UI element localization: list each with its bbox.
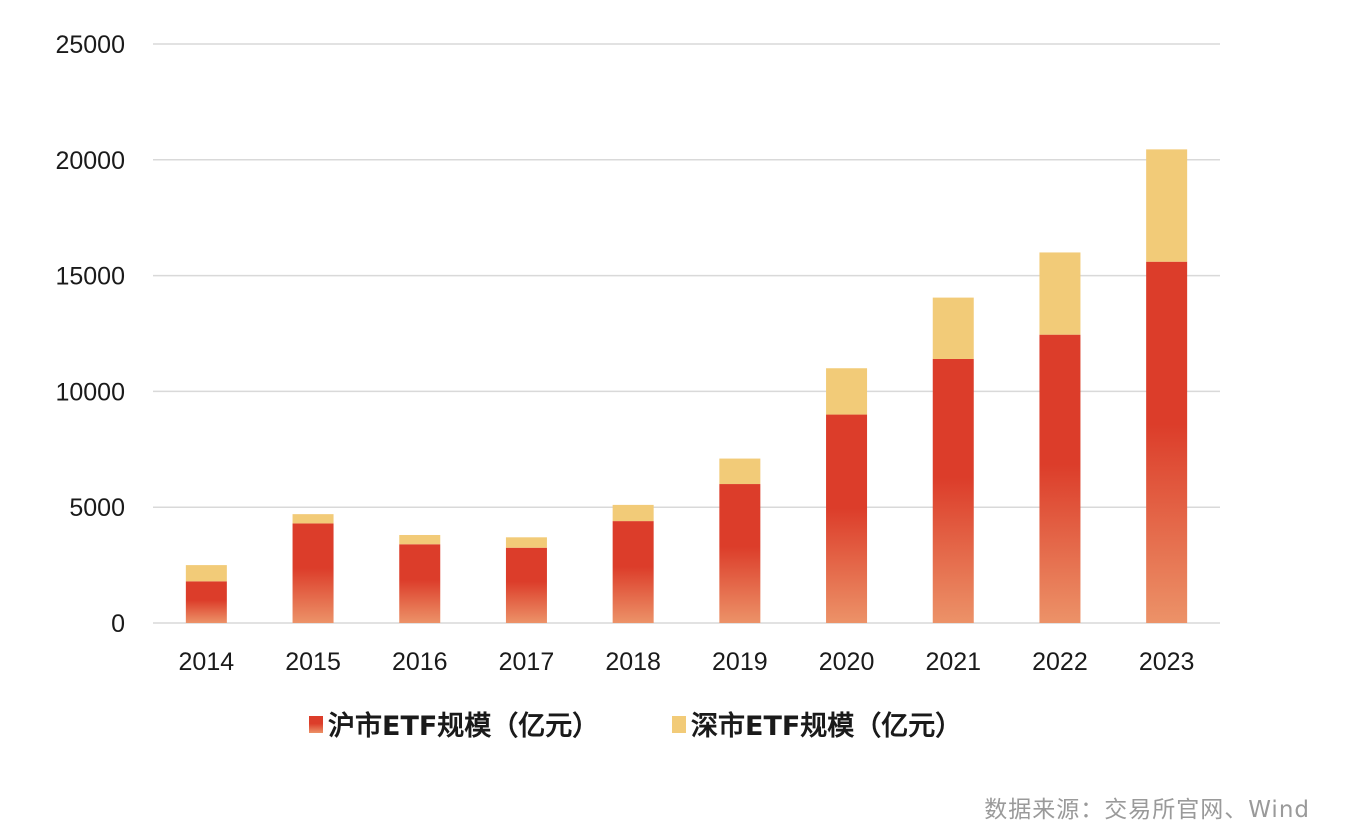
x-tick-label: 2014: [179, 648, 235, 676]
x-tick-label: 2017: [499, 648, 555, 676]
y-tick-label: 5000: [69, 494, 125, 522]
source-note: 数据来源：交易所官网、Wind: [984, 797, 1310, 823]
bar-sh-2016: [399, 544, 441, 623]
legend-swatch-sz: [672, 716, 686, 733]
bars: [185, 149, 1188, 623]
y-tick-label: 20000: [55, 147, 125, 175]
bar-sh-2022: [1039, 334, 1081, 623]
legend: 沪市ETF规模（亿元） 深市ETF规模（亿元）: [309, 710, 962, 742]
bar-sz-2018: [612, 504, 654, 522]
bar-sz-2019: [719, 458, 761, 485]
bar-sh-2023: [1146, 261, 1188, 623]
bar-sh-2017: [505, 547, 547, 623]
y-tick-label: 25000: [55, 31, 125, 59]
bar-sz-2021: [932, 297, 974, 359]
legend-label-sh: 沪市ETF规模（亿元）: [328, 710, 599, 742]
bar-sh-2018: [612, 521, 654, 623]
x-tick-label: 2020: [819, 648, 875, 676]
x-tick-label: 2019: [712, 648, 768, 676]
bar-sh-2020: [826, 414, 868, 623]
bar-sz-2023: [1146, 149, 1188, 262]
legend-label-sz: 深市ETF规模（亿元）: [691, 710, 962, 742]
bar-sz-2014: [185, 565, 227, 582]
bar-sz-2020: [826, 368, 868, 415]
bar-sh-2015: [292, 523, 334, 623]
bar-sh-2021: [932, 358, 974, 623]
x-tick-label: 2015: [285, 648, 341, 676]
x-tick-label: 2016: [392, 648, 448, 676]
x-tick-label: 2022: [1032, 648, 1088, 676]
legend-swatch-sh: [309, 716, 323, 733]
bar-sh-2014: [185, 581, 227, 623]
x-axis-ticks: 2014 2015 2016 2017 2018 2019 2020 2021 2022 2023: [179, 648, 1195, 676]
bar-sh-2019: [719, 484, 761, 623]
y-axis-ticks: 0 5000 10000 15000 20000 25000: [55, 31, 125, 638]
bar-sz-2015: [292, 514, 334, 524]
bar-sz-2017: [505, 537, 547, 548]
bar-sz-2022: [1039, 252, 1081, 335]
y-tick-label: 0: [111, 610, 125, 638]
y-tick-label: 15000: [55, 263, 125, 291]
x-tick-label: 2021: [925, 648, 981, 676]
x-tick-label: 2018: [605, 648, 661, 676]
bar-sz-2016: [399, 534, 441, 545]
y-tick-label: 10000: [55, 378, 125, 406]
x-tick-label: 2023: [1139, 648, 1195, 676]
